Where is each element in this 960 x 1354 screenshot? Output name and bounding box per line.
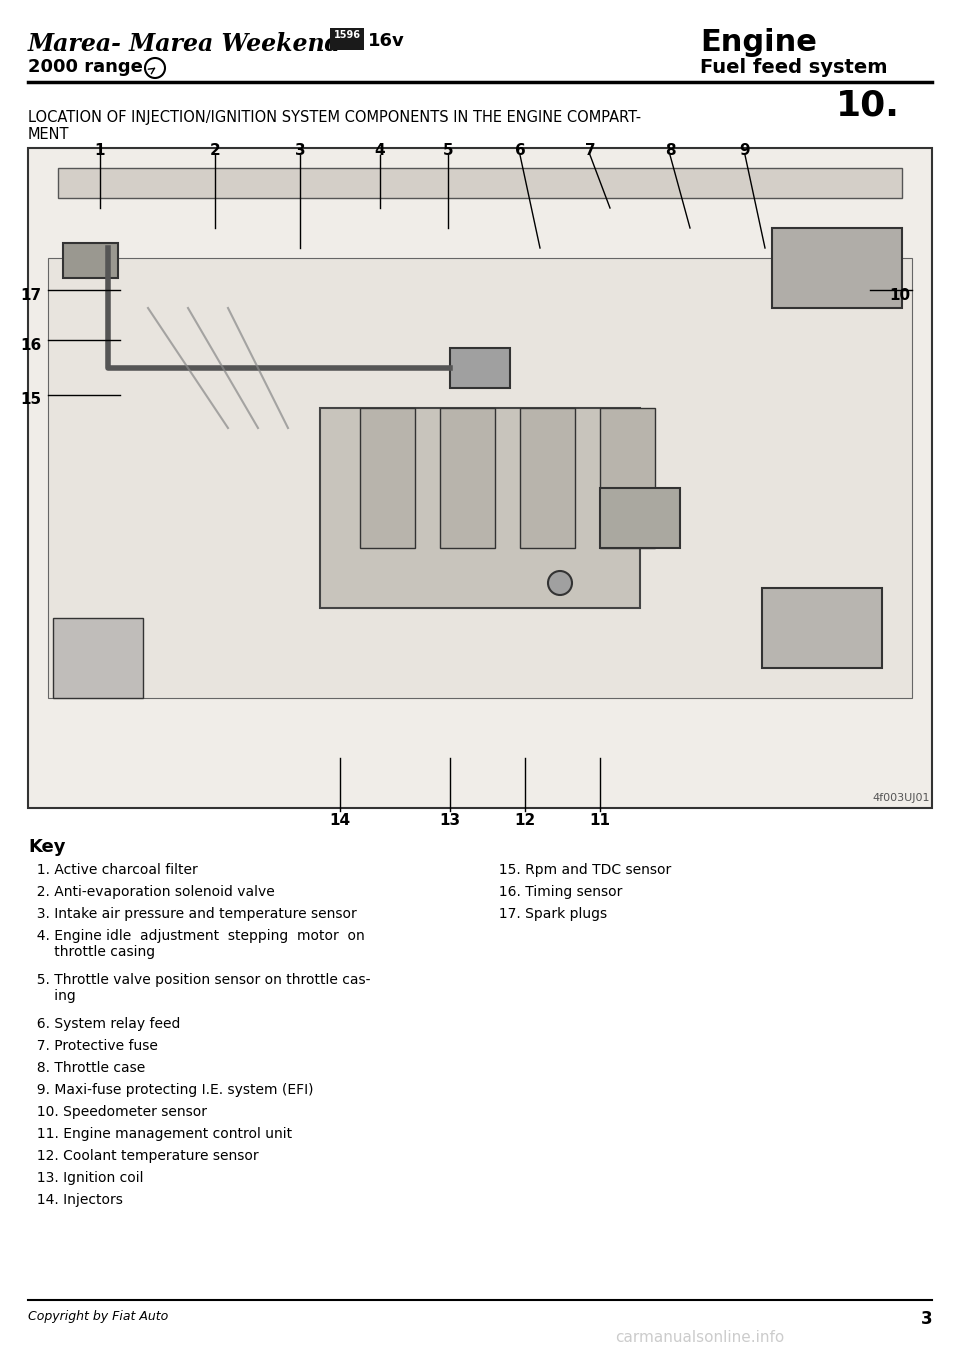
Text: 6. System relay feed: 6. System relay feed — [28, 1017, 180, 1030]
Bar — [520, 408, 575, 548]
Text: Fuel feed system: Fuel feed system — [700, 58, 887, 77]
Text: Marea- Marea Weekend: Marea- Marea Weekend — [28, 32, 342, 56]
Text: carmanualsonline.info: carmanualsonline.info — [615, 1330, 784, 1345]
Bar — [48, 259, 912, 699]
Text: Copyright by Fiat Auto: Copyright by Fiat Auto — [28, 1311, 168, 1323]
Text: 17: 17 — [20, 287, 41, 302]
Text: 12. Coolant temperature sensor: 12. Coolant temperature sensor — [28, 1150, 258, 1163]
Text: 4. Engine idle  adjustment  stepping  motor  on
      throttle casing: 4. Engine idle adjustment stepping motor… — [28, 929, 365, 959]
Bar — [28, 148, 932, 808]
Text: 1. Active charcoal filter: 1. Active charcoal filter — [28, 862, 198, 877]
Text: 2: 2 — [209, 144, 221, 158]
Text: 3: 3 — [295, 144, 305, 158]
Text: 5: 5 — [443, 144, 453, 158]
Bar — [330, 28, 364, 50]
Circle shape — [548, 571, 572, 594]
Text: Engine: Engine — [700, 28, 817, 57]
Text: 8: 8 — [664, 144, 675, 158]
Bar — [320, 408, 640, 608]
Text: 7. Protective fuse: 7. Protective fuse — [28, 1039, 157, 1053]
Bar — [53, 617, 143, 699]
Text: 11: 11 — [589, 812, 611, 829]
Bar — [440, 408, 495, 548]
Text: 3. Intake air pressure and temperature sensor: 3. Intake air pressure and temperature s… — [28, 907, 357, 921]
Text: 10. Speedometer sensor: 10. Speedometer sensor — [28, 1105, 207, 1118]
Bar — [762, 588, 882, 668]
Text: 10.: 10. — [836, 88, 900, 122]
Bar — [58, 168, 902, 198]
Text: 3: 3 — [921, 1311, 932, 1328]
Text: 13: 13 — [440, 812, 461, 829]
Text: 9. Maxi-fuse protecting I.E. system (EFI): 9. Maxi-fuse protecting I.E. system (EFI… — [28, 1083, 314, 1097]
Text: 8. Throttle case: 8. Throttle case — [28, 1062, 145, 1075]
Text: 17. Spark plugs: 17. Spark plugs — [490, 907, 607, 921]
Text: 4f003UJ01: 4f003UJ01 — [873, 793, 930, 803]
Text: 7: 7 — [585, 144, 595, 158]
Text: 6: 6 — [515, 144, 525, 158]
Bar — [600, 487, 680, 548]
Text: 16. Timing sensor: 16. Timing sensor — [490, 886, 622, 899]
Text: 13. Ignition coil: 13. Ignition coil — [28, 1171, 143, 1185]
Text: 9: 9 — [740, 144, 751, 158]
Text: 1596: 1596 — [334, 30, 361, 41]
Text: 14. Injectors: 14. Injectors — [28, 1193, 123, 1206]
Text: 5. Throttle valve position sensor on throttle cas-
      ing: 5. Throttle valve position sensor on thr… — [28, 974, 371, 1003]
Text: 4: 4 — [374, 144, 385, 158]
Bar — [772, 227, 902, 307]
Bar — [450, 348, 510, 389]
Text: 2. Anti-evaporation solenoid valve: 2. Anti-evaporation solenoid valve — [28, 886, 275, 899]
Text: Key: Key — [28, 838, 65, 856]
Bar — [600, 408, 655, 548]
Text: 1: 1 — [95, 144, 106, 158]
Bar — [63, 242, 118, 278]
Text: 16v: 16v — [368, 32, 405, 50]
Text: 11. Engine management control unit: 11. Engine management control unit — [28, 1127, 292, 1141]
Text: 2000 range: 2000 range — [28, 58, 143, 76]
Text: 12: 12 — [515, 812, 536, 829]
Text: LOCATION OF INJECTION/IGNITION SYSTEM COMPONENTS IN THE ENGINE COMPART-
MENT: LOCATION OF INJECTION/IGNITION SYSTEM CO… — [28, 110, 641, 142]
Text: 15. Rpm and TDC sensor: 15. Rpm and TDC sensor — [490, 862, 671, 877]
Text: 15: 15 — [20, 393, 41, 408]
Text: 14: 14 — [329, 812, 350, 829]
Text: 10: 10 — [889, 287, 910, 302]
Bar — [360, 408, 415, 548]
Text: 16: 16 — [20, 337, 41, 352]
